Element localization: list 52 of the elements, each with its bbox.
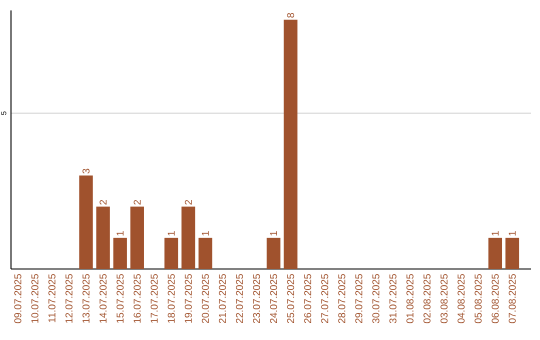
x-tick-label: 23.07.2025 — [252, 274, 260, 324]
x-tick-label: 20.07.2025 — [202, 274, 209, 324]
data-label: 1 — [270, 231, 277, 236]
bar — [505, 238, 520, 269]
bar — [79, 176, 93, 269]
data-label: 1 — [116, 231, 124, 236]
x-tick-label: 30.07.2025 — [372, 274, 380, 324]
data-label: 2 — [134, 200, 141, 205]
x-tick-label: 26.07.2025 — [304, 274, 312, 324]
x-tick-label: 09.07.2025 — [14, 274, 22, 324]
x-tick-label: 06.08.2025 — [492, 274, 499, 324]
bar — [130, 206, 144, 269]
x-tick-label: 03.08.2025 — [440, 274, 448, 324]
x-tick-label: 18.07.2025 — [168, 274, 175, 323]
x-tick-label: 01.08.2025 — [406, 274, 414, 324]
x-tick-label: 27.07.2025 — [321, 274, 328, 324]
x-tick-label: 19.07.2025 — [184, 274, 192, 323]
x-tick-label: 10.07.2025 — [31, 274, 38, 323]
x-tick-label: 04.08.2025 — [458, 274, 465, 324]
x-tick-label: 24.07.2025 — [270, 274, 278, 324]
x-tick-label: 14.07.2025 — [100, 274, 107, 323]
x-tick-label: 05.08.2025 — [474, 274, 482, 324]
data-label: 1 — [508, 231, 516, 236]
bar — [266, 238, 280, 269]
x-tick-label: 15.07.2025 — [116, 274, 124, 323]
x-tick-label: 16.07.2025 — [134, 274, 141, 323]
x-tick-label: 22.07.2025 — [236, 274, 243, 324]
x-tick-label: 25.07.2025 — [287, 274, 294, 324]
bar — [96, 206, 110, 269]
x-tick-label: 31.07.2025 — [389, 274, 396, 324]
x-tick-label: 17.07.2025 — [150, 274, 158, 323]
data-label: 3 — [82, 168, 90, 174]
x-tick-label: 12.07.2025 — [65, 274, 72, 323]
bar — [164, 238, 178, 269]
x-tick-label: 02.08.2025 — [423, 274, 431, 324]
x-tick-label: 13.07.2025 — [82, 274, 90, 323]
data-label: 2 — [184, 200, 192, 205]
data-label: 1 — [202, 231, 209, 236]
bar — [198, 238, 212, 269]
bar — [488, 238, 502, 269]
x-tick-label: 28.07.2025 — [338, 274, 346, 324]
x-tick-label: 11.07.2025 — [48, 274, 56, 322]
x-tick-label: 07.08.2025 — [508, 274, 516, 324]
data-label: 8 — [287, 12, 294, 18]
data-label: 2 — [100, 200, 107, 205]
data-label: 1 — [168, 231, 175, 236]
x-tick-label: 29.07.2025 — [355, 274, 362, 324]
bar — [113, 238, 127, 269]
x-tick-label: 21.07.2025 — [218, 274, 226, 324]
data-label: 1 — [492, 231, 499, 236]
bar — [181, 206, 196, 269]
bar — [284, 20, 298, 269]
